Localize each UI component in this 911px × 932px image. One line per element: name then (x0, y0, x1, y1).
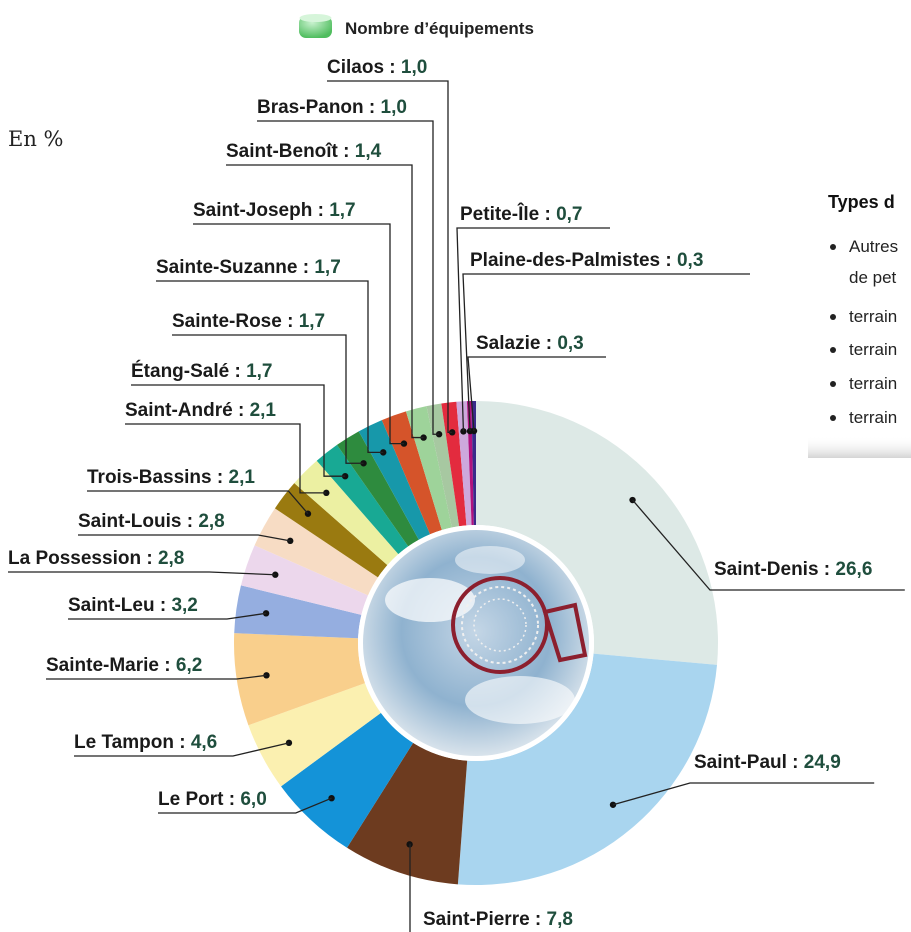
bullet-icon (830, 381, 836, 387)
leader-line (78, 534, 291, 542)
side-panel: Types d Autres de pet terrain terrain terrai… (808, 192, 911, 458)
slice-saint-joseph (381, 411, 442, 535)
basketball-hoop-icon (451, 576, 588, 674)
slice-etang-sale (316, 444, 409, 555)
slice-label-saint-benoit: Saint-Benoît : 1,4 (226, 141, 382, 162)
leader-line (8, 571, 276, 576)
slice-label-saint-louis: Saint-Louis : 2,8 (78, 511, 225, 532)
slice-label-saint-paul: Saint-Paul : 24,9 (694, 752, 841, 773)
side-panel-title: Types d (828, 192, 895, 212)
slice-label-saint-leu: Saint-Leu : 3,2 (68, 595, 198, 616)
leader-line (327, 80, 453, 433)
unit-label: En % (8, 127, 63, 151)
slice-label-salazie: Salazie : 0,3 (476, 333, 584, 354)
slice-la-possession (240, 545, 369, 615)
leader-line (467, 356, 606, 432)
slice-labels: Saint-Denis : 26,6 Saint-Paul : 24,9 Saint… (8, 57, 905, 932)
side-panel-item: Autres (849, 237, 898, 256)
bullet-icon (830, 415, 836, 421)
pie-slices (234, 401, 718, 885)
leader-line (158, 797, 332, 814)
slice-label-cilaos: Cilaos : 1,0 (327, 57, 427, 78)
slice-saint-denis (476, 401, 718, 665)
leader-line (68, 612, 267, 620)
leader-line (46, 674, 267, 680)
side-panel-item: terrain (849, 307, 897, 326)
slice-label-petite-ile: Petite-Île : 0,7 (460, 203, 583, 225)
slice-saint-paul (457, 653, 718, 885)
leader-line (226, 164, 424, 439)
center-photo (358, 525, 594, 761)
bullet-icon (830, 347, 836, 353)
slice-label-bras-panon: Bras-Panon : 1,0 (257, 97, 407, 118)
slice-saint-leu (234, 585, 362, 639)
slice-saint-andre (294, 460, 399, 566)
slice-sainte-marie (234, 633, 366, 726)
legend: Nombre d’équipements (299, 14, 534, 38)
slice-sainte-suzanne (358, 420, 431, 540)
slice-label-saint-andre: Saint-André : 2,1 (125, 400, 276, 421)
leader-line (257, 120, 440, 435)
slice-label-etang-sale: Étang-Salé : 1,7 (131, 360, 273, 382)
leader-line (462, 273, 750, 432)
side-panel-item: terrain (849, 340, 897, 359)
slice-label-saint-joseph: Saint-Joseph : 1,7 (193, 200, 356, 221)
leader-line (632, 499, 905, 591)
slice-label-sainte-suzanne: Sainte-Suzanne : 1,7 (156, 257, 341, 278)
side-panel-item: terrain (849, 374, 897, 393)
leader-line (125, 423, 327, 494)
leader-line (87, 490, 309, 515)
leader-line (456, 227, 610, 432)
slice-label-sainte-rose: Sainte-Rose : 1,7 (172, 311, 325, 332)
leader-line (193, 223, 404, 445)
slice-label-le-tampon: Le Tampon : 4,6 (74, 732, 217, 753)
slice-label-saint-pierre: Saint-Pierre : 7,8 (423, 909, 573, 930)
slice-label-plaine-des-palmistes: Plaine-des-Palmistes : 0,3 (470, 250, 703, 271)
side-panel-item: de pet (849, 268, 897, 287)
slice-le-port (281, 712, 414, 848)
slice-saint-pierre (347, 742, 468, 885)
slice-sainte-rose (336, 431, 419, 547)
bullet-icon (830, 244, 836, 250)
leader-line (612, 782, 875, 806)
leader-line (156, 280, 384, 454)
leader-line (172, 334, 364, 464)
leader-line (74, 742, 290, 757)
slice-label-le-port: Le Port : 6,0 (158, 789, 267, 810)
slice-le-tampon (248, 683, 381, 787)
slice-label-la-possession: La Possession : 2,8 (8, 548, 184, 569)
slice-label-saint-denis: Saint-Denis : 26,6 (714, 559, 872, 580)
slice-label-sainte-marie: Sainte-Marie : 6,2 (46, 655, 202, 676)
side-panel-item: terrain (849, 408, 897, 427)
slice-label-trois-bassins: Trois-Bassins : 2,1 (87, 467, 255, 488)
legend-label: Nombre d’équipements (345, 19, 534, 38)
legend-swatch (299, 14, 332, 38)
leader-line (131, 384, 346, 477)
side-panel-items: Autres de pet terrain terrain terrain terrain (830, 237, 898, 427)
bullet-icon (830, 314, 836, 320)
slice-saint-louis (254, 508, 378, 596)
slice-trois-bassins (274, 483, 388, 578)
